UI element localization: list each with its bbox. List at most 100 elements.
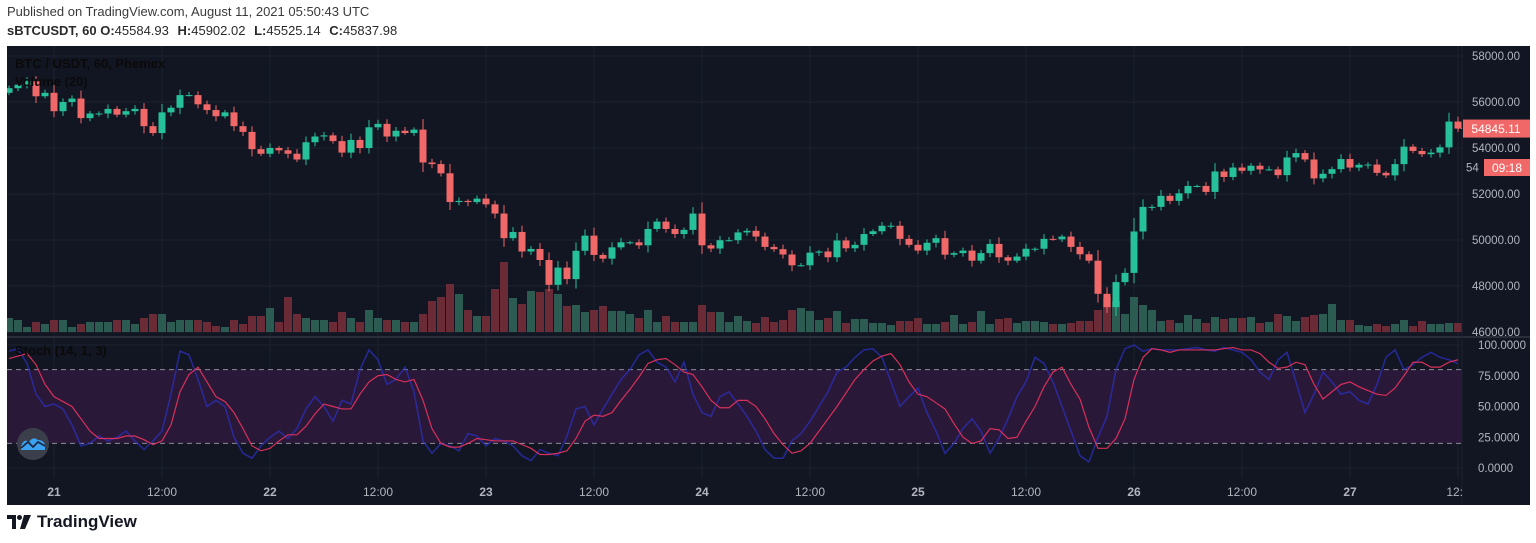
- volume-bar: [1229, 318, 1237, 332]
- volume-bar: [1247, 317, 1255, 332]
- main-legend[interactable]: BTC / USDT, 60, Phemex: [15, 56, 166, 71]
- volume-bar: [221, 327, 229, 332]
- candle-body: [1283, 157, 1291, 176]
- candle: [266, 143, 274, 158]
- candle-body: [86, 113, 94, 119]
- candle-body: [707, 245, 715, 249]
- candle-body: [698, 213, 706, 246]
- volume-bar: [1310, 315, 1318, 332]
- volume-bar: [149, 314, 157, 332]
- candle: [887, 222, 895, 229]
- candle-body: [1049, 238, 1057, 240]
- close-value: 45837.98: [342, 23, 398, 38]
- volume-bar: [122, 320, 130, 332]
- stoch-legend[interactable]: Stoch (14, 1, 3): [15, 343, 107, 358]
- volume-bar: [32, 322, 40, 332]
- tradingview-watermark-button[interactable]: [17, 428, 49, 460]
- time-axis[interactable]: 21 12:00 22 12:00 23 12:00 24 12:00 25 12:00 26 12:…: [47, 485, 1470, 499]
- candle: [329, 132, 337, 144]
- volume-bar: [491, 289, 499, 332]
- candle: [671, 224, 679, 239]
- candle: [1454, 116, 1462, 133]
- volume-legend[interactable]: Volume (20): [15, 74, 88, 89]
- candle-body: [725, 240, 733, 242]
- last-price-marker: 54845.11 54 09:18: [1458, 119, 1530, 176]
- candle: [626, 240, 634, 245]
- candle: [644, 221, 652, 253]
- candle-body: [509, 231, 517, 239]
- candle-body: [1004, 257, 1012, 261]
- candle-body: [1328, 169, 1336, 174]
- candle-body: [1175, 193, 1183, 201]
- candle-body: [878, 225, 886, 232]
- candle-body: [527, 248, 535, 252]
- candle: [275, 146, 283, 154]
- candle-body: [1409, 146, 1417, 151]
- candle: [680, 227, 688, 239]
- volume-bar: [1148, 310, 1156, 332]
- candle-body: [491, 204, 499, 214]
- last-price-box: [1463, 119, 1530, 138]
- candle-body: [149, 126, 157, 134]
- volume-bar: [644, 310, 652, 332]
- candle: [1265, 166, 1273, 171]
- candle: [761, 232, 769, 251]
- candle: [518, 225, 526, 258]
- candle: [860, 228, 868, 251]
- volume-bars: [7, 262, 1462, 332]
- candle-body: [1436, 147, 1444, 153]
- volume-bar: [140, 318, 148, 332]
- volume-bar: [851, 319, 859, 332]
- candle: [1184, 180, 1192, 199]
- volume-bar: [437, 297, 445, 332]
- volume-bar: [401, 322, 409, 332]
- candle: [914, 240, 922, 254]
- stoch-tick-label: 25.0000: [1478, 432, 1520, 444]
- volume-bar: [779, 320, 787, 332]
- candle: [1229, 162, 1237, 181]
- close-label: C:: [329, 23, 343, 38]
- candle-body: [329, 135, 337, 142]
- candle-body: [806, 252, 814, 266]
- tradingview-logo[interactable]: TradingView: [7, 512, 137, 532]
- time-tick-label: 25: [911, 485, 925, 499]
- candle: [131, 105, 139, 115]
- volume-bar: [14, 320, 22, 332]
- candle-body: [1013, 256, 1021, 261]
- candle-body: [428, 162, 436, 165]
- candle: [842, 237, 850, 253]
- candle: [464, 199, 472, 207]
- candle: [221, 109, 229, 119]
- candle: [437, 160, 445, 177]
- candle-body: [1355, 164, 1363, 168]
- price-axis[interactable]: 58000.00 56000.00 54000.00 52000.00 50000.00…: [1472, 51, 1520, 339]
- candles: [7, 76, 1462, 316]
- candle-body: [239, 126, 247, 132]
- candle-body: [401, 130, 409, 134]
- candle-body: [1427, 152, 1435, 155]
- candle: [716, 235, 724, 254]
- candle: [455, 197, 463, 206]
- candle: [68, 95, 76, 107]
- countdown-box: [1484, 159, 1530, 176]
- volume-bar: [1373, 324, 1381, 332]
- candle-body: [347, 139, 355, 153]
- candle-body: [158, 112, 166, 134]
- stoch-axis[interactable]: 100.0000 75.0000 50.0000 25.0000 0.0000: [1478, 340, 1526, 475]
- volume-bar: [428, 301, 436, 332]
- candle: [473, 195, 481, 205]
- candle: [590, 227, 598, 261]
- volume-bar: [356, 322, 364, 332]
- candle: [167, 105, 175, 117]
- volume-bar: [41, 324, 49, 332]
- volume-bar: [230, 320, 238, 332]
- candle-body: [1454, 121, 1462, 129]
- volume-bar: [68, 327, 76, 332]
- candle-body: [572, 250, 580, 280]
- candle-body: [410, 129, 418, 134]
- candle-body: [293, 153, 301, 160]
- stoch-lines: [8, 344, 1459, 464]
- volume-bar: [527, 291, 535, 332]
- symbol-label: sBTCUSDT, 60: [7, 23, 97, 38]
